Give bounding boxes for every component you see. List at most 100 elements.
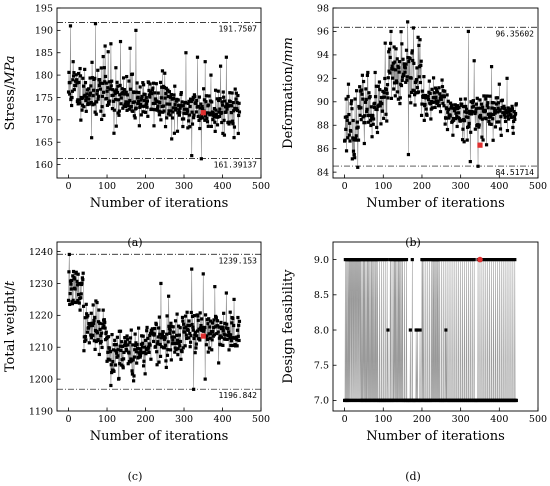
data-point	[236, 131, 240, 136]
data-point	[420, 102, 424, 106]
data-point	[233, 87, 237, 91]
data-point	[203, 377, 207, 381]
data-point	[371, 114, 375, 118]
data-point	[347, 133, 351, 137]
data-point	[428, 102, 433, 106]
data-point	[205, 111, 209, 115]
data-point	[90, 136, 94, 140]
data-point	[122, 350, 126, 355]
data-point	[481, 105, 485, 109]
reference-line-label: 1239.153	[218, 256, 257, 265]
data-point	[394, 79, 399, 83]
plot-frame	[332, 7, 539, 179]
data-point	[454, 116, 458, 121]
x-tick-label: 500	[252, 181, 270, 192]
data-point	[235, 344, 239, 348]
data-point	[177, 113, 181, 117]
data-point	[405, 75, 409, 79]
x-tick-label: 400	[213, 414, 231, 425]
data-point	[70, 103, 74, 108]
y-tick-label: 98	[317, 3, 329, 14]
data-point	[102, 324, 106, 328]
data-point	[354, 89, 359, 93]
data-point	[208, 325, 212, 329]
data-point	[185, 336, 189, 341]
data-point	[84, 99, 88, 103]
data-point	[106, 350, 110, 354]
data-point	[113, 338, 117, 342]
data-point	[424, 107, 428, 111]
data-point	[103, 74, 108, 79]
data-point	[175, 333, 179, 337]
x-tick-label: 300	[175, 414, 193, 425]
data-point	[184, 51, 188, 55]
data-point	[478, 113, 482, 118]
data-point	[111, 99, 116, 103]
data-point	[111, 88, 115, 92]
data-point	[90, 336, 94, 340]
data-point	[237, 113, 241, 118]
data-point	[133, 332, 137, 336]
data-point	[163, 343, 168, 347]
data-point	[75, 300, 79, 304]
data-point	[203, 60, 207, 64]
data-point	[229, 339, 233, 343]
data-point	[171, 110, 175, 114]
data-point	[419, 59, 423, 63]
data-point	[229, 343, 233, 348]
data-point	[365, 110, 369, 114]
data-point	[191, 325, 195, 329]
data-point	[114, 349, 118, 353]
data-point	[109, 383, 113, 388]
data-point	[408, 328, 412, 332]
data-point	[190, 122, 195, 126]
data-point	[155, 99, 159, 104]
data-point	[345, 115, 349, 119]
data-point	[446, 110, 450, 114]
data-point	[455, 258, 459, 262]
data-point	[83, 316, 87, 320]
data-point	[344, 97, 348, 101]
data-point	[504, 108, 508, 113]
data-point	[428, 91, 432, 96]
data-point	[409, 90, 414, 95]
data-point	[137, 124, 141, 128]
data-point	[444, 328, 448, 332]
data-point	[110, 370, 114, 375]
data-point	[414, 77, 419, 82]
data-point	[393, 94, 397, 98]
data-point	[447, 116, 451, 120]
data-point	[96, 68, 100, 72]
data-point	[512, 115, 517, 119]
data-point	[454, 111, 458, 115]
data-point	[501, 258, 505, 262]
data-point	[185, 107, 189, 111]
data-point	[187, 99, 191, 103]
data-point	[179, 357, 183, 361]
data-point	[190, 314, 195, 318]
y-axis-title-unit: t	[3, 280, 18, 286]
data-point	[183, 314, 188, 318]
data-point	[172, 93, 176, 97]
data-point	[189, 310, 193, 315]
data-point	[223, 99, 227, 103]
data-point	[503, 258, 507, 262]
data-point	[85, 330, 90, 334]
data-point	[463, 110, 467, 114]
data-point	[79, 292, 83, 296]
data-point	[95, 92, 99, 96]
data-point	[83, 335, 88, 339]
data-point	[426, 97, 431, 102]
data-point	[80, 281, 84, 285]
data-point	[196, 114, 200, 118]
data-point	[81, 277, 85, 282]
data-point	[489, 65, 494, 69]
data-point	[82, 349, 86, 353]
data-point	[217, 98, 221, 103]
data-point	[221, 131, 225, 136]
y-tick-label: 185	[35, 48, 53, 59]
data-point	[73, 277, 77, 281]
data-point	[491, 138, 495, 142]
data-point	[404, 80, 408, 84]
data-point	[175, 338, 180, 342]
